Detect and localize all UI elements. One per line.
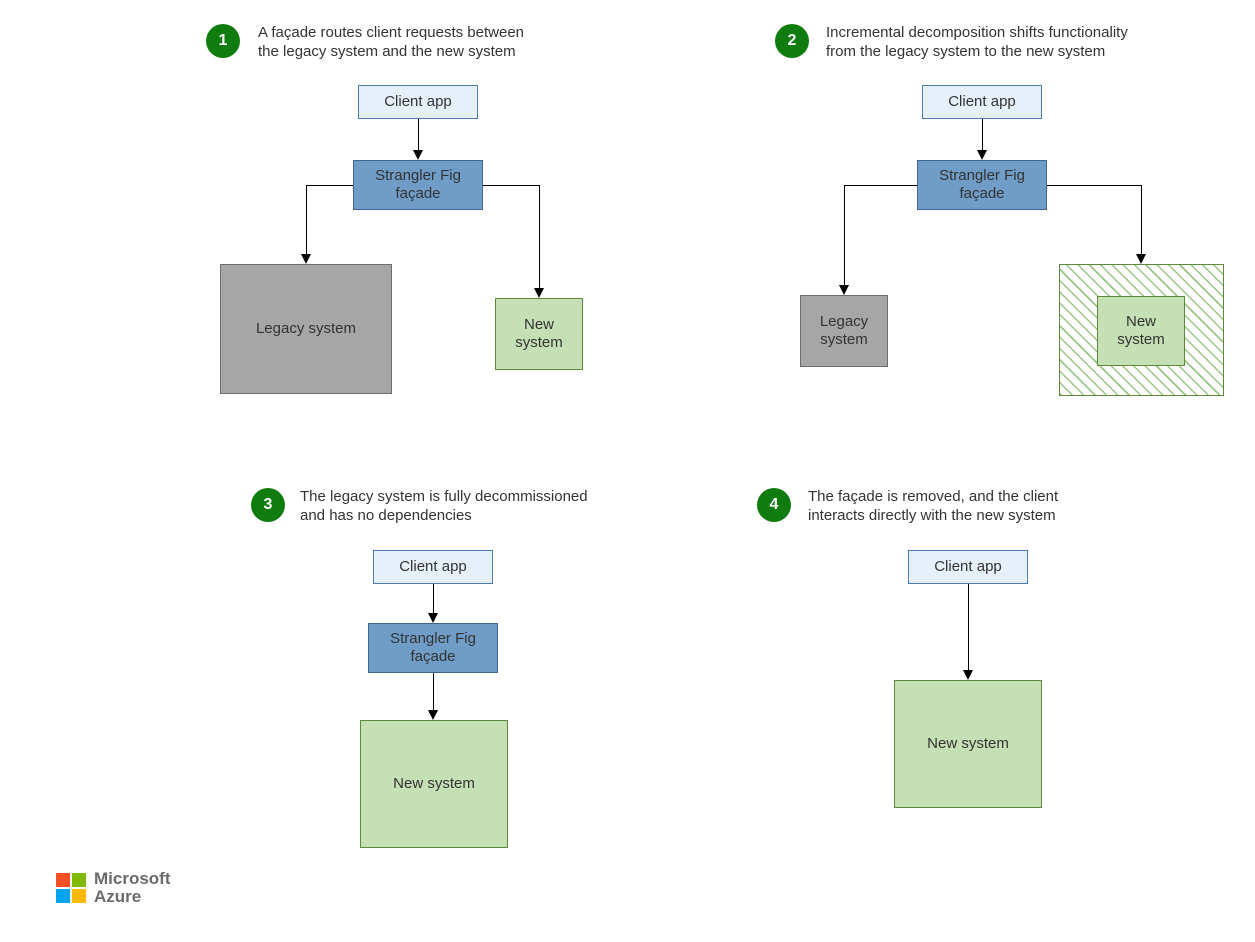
node-facade: Strangler Figfaçade [353, 160, 483, 210]
arrow-line [968, 584, 969, 671]
step-caption-3: The legacy system is fully decommissione… [300, 488, 630, 526]
node-new: Newsystem [1097, 296, 1185, 366]
arrow-head [428, 613, 438, 623]
arrow-head [963, 670, 973, 680]
caption-line: The legacy system is fully decommissione… [300, 488, 588, 505]
node-new: New system [894, 680, 1042, 808]
node-client: Client app [922, 85, 1042, 119]
step-caption-2: Incremental decomposition shifts functio… [826, 24, 1186, 62]
arrow-head [428, 710, 438, 720]
arrow-line [1047, 185, 1141, 186]
step-badge-3: 3 [251, 488, 285, 522]
step-badge-2: 2 [775, 24, 809, 58]
arrow-line [539, 185, 540, 289]
microsoft-logo-icon [56, 873, 86, 903]
caption-line: from the legacy system to the new system [826, 43, 1105, 60]
arrow-line [306, 185, 353, 186]
arrow-line [982, 119, 983, 151]
arrow-head [301, 254, 311, 264]
arrow-head [839, 285, 849, 295]
logo-text: MicrosoftAzure [94, 870, 171, 906]
caption-line: interacts directly with the new system [808, 507, 1056, 524]
arrow-line [433, 673, 434, 711]
node-client: Client app [358, 85, 478, 119]
arrow-line [418, 119, 419, 151]
node-new: New system [360, 720, 508, 848]
caption-line: The façade is removed, and the client [808, 488, 1058, 505]
caption-line: the legacy system and the new system [258, 43, 516, 60]
diagram-canvas: 1 A façade routes client requests between… [0, 0, 1255, 942]
step-badge-4: 4 [757, 488, 791, 522]
arrow-line [483, 185, 539, 186]
node-facade: Strangler Figfaçade [917, 160, 1047, 210]
node-new: Newsystem [495, 298, 583, 370]
arrow-head [413, 150, 423, 160]
caption-line: A façade routes client requests between [258, 24, 524, 41]
logo-square [56, 889, 70, 903]
node-legacy: Legacysystem [800, 295, 888, 367]
arrow-line [844, 185, 917, 186]
arrow-head [534, 288, 544, 298]
arrow-head [1136, 254, 1146, 264]
step-caption-1: A façade routes client requests between t… [258, 24, 588, 62]
caption-line: Incremental decomposition shifts functio… [826, 24, 1128, 41]
node-legacy: Legacy system [220, 264, 392, 394]
arrow-line [306, 185, 307, 255]
arrow-line [433, 584, 434, 614]
logo-square [72, 873, 86, 887]
arrow-head [977, 150, 987, 160]
step-caption-4: The façade is removed, and the client int… [808, 488, 1148, 526]
step-badge-1: 1 [206, 24, 240, 58]
microsoft-azure-logo: MicrosoftAzure [56, 870, 171, 906]
arrow-line [844, 185, 845, 286]
logo-square [56, 873, 70, 887]
logo-line2: Azure [94, 888, 171, 906]
node-client: Client app [908, 550, 1028, 584]
caption-line: and has no dependencies [300, 507, 472, 524]
arrow-line [1141, 185, 1142, 255]
logo-line1: Microsoft [94, 870, 171, 888]
node-facade: Strangler Figfaçade [368, 623, 498, 673]
logo-square [72, 889, 86, 903]
node-client: Client app [373, 550, 493, 584]
